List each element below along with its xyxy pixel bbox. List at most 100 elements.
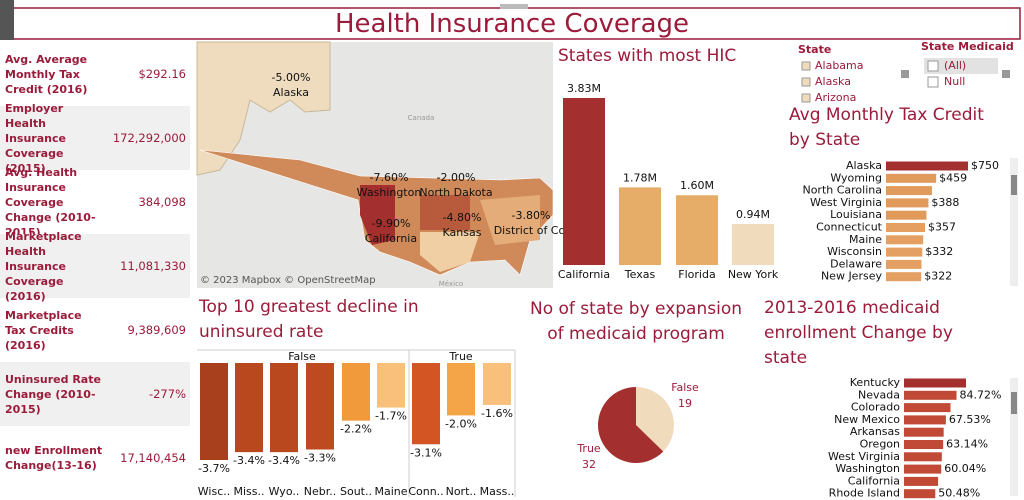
scroll-thumb[interactable] xyxy=(1011,175,1017,195)
bar xyxy=(886,161,968,171)
y-tick-label: Louisiana xyxy=(830,208,882,221)
scrollbar[interactable] xyxy=(1010,378,1018,496)
x-tick-label: New York xyxy=(728,268,779,281)
checkbox[interactable] xyxy=(927,76,939,88)
value-label: -3.1% xyxy=(410,446,442,459)
toolbar[interactable] xyxy=(0,0,14,40)
map-label: North Dakota xyxy=(419,186,492,199)
dashboard-title: Health Insurance Coverage xyxy=(334,9,690,39)
map-place: México xyxy=(439,280,463,288)
y-tick-label: Kentucky xyxy=(850,376,901,389)
slice-value: 19 xyxy=(678,397,692,410)
y-tick-label: Maine xyxy=(849,233,882,246)
kpi-row: Uninsured Rate Change (2010-2015) -277% xyxy=(0,362,190,426)
value-label: -2.2% xyxy=(340,423,372,436)
map-value: -5.00% xyxy=(272,71,311,84)
scroll-button[interactable] xyxy=(1002,70,1010,78)
scrollbar[interactable] xyxy=(1010,158,1018,286)
central-region xyxy=(420,195,470,230)
bar xyxy=(886,198,929,208)
alaska-shape xyxy=(196,41,331,176)
value-label: -1.6% xyxy=(481,407,513,420)
value-label: -3.4% xyxy=(233,454,265,467)
kpi-label: Employer Health Insurance Coverage (2015… xyxy=(5,101,66,175)
slice-label: False xyxy=(671,381,699,394)
kpi-label: Marketplace Tax Credits (2016) xyxy=(5,308,82,352)
filter-item: Arizona xyxy=(815,91,856,104)
bar xyxy=(563,98,605,265)
map-attribution: © 2023 Mapbox © OpenStreetMap xyxy=(200,275,376,286)
x-tick-label: Florida xyxy=(678,268,715,281)
kpi-row: Marketplace Health Insurance Coverage (2… xyxy=(0,230,190,303)
value-label: $322 xyxy=(924,270,952,283)
y-tick-label: Rhode Island xyxy=(829,487,900,500)
kpi-value: -277% xyxy=(148,387,186,401)
bar xyxy=(483,363,511,405)
kpi-value: 384,098 xyxy=(138,195,186,209)
bar xyxy=(904,403,951,413)
y-tick-label: New Mexico xyxy=(834,413,900,426)
value-label: -2.0% xyxy=(445,417,477,430)
scroll-thumb[interactable] xyxy=(1011,392,1017,414)
y-tick-label: North Carolina xyxy=(802,184,882,197)
chart-title: 2013-2016 medicaid enrollment Change by … xyxy=(764,298,953,368)
bar xyxy=(886,247,923,257)
value-label: 1.78M xyxy=(623,171,657,184)
value-label: 67.53% xyxy=(949,413,991,426)
scroll-button[interactable] xyxy=(901,70,909,78)
map-value: -4.80% xyxy=(443,211,482,224)
filter-item: Alabama xyxy=(815,59,864,72)
x-tick-label: Nort.. xyxy=(446,485,477,498)
y-tick-label: West Virginia xyxy=(810,196,882,209)
value-label: -3.4% xyxy=(268,454,300,467)
chart-title: States with most HIC xyxy=(558,46,737,66)
kpi-value: 17,140,454 xyxy=(120,451,186,465)
map-value: -9.90% xyxy=(372,217,411,230)
bar xyxy=(886,259,922,269)
map-value: -2.00% xyxy=(437,171,476,184)
kpi-row: Marketplace Tax Credits (2016) 9,389,609 xyxy=(0,298,190,362)
checkbox[interactable] xyxy=(927,60,939,72)
bar xyxy=(886,272,922,282)
y-tick-label: Oregon xyxy=(860,438,900,451)
x-tick-label: Miss.. xyxy=(233,485,264,498)
bar xyxy=(886,186,932,196)
pie-slice xyxy=(636,387,674,452)
pie-slice xyxy=(597,387,664,464)
value-label: 3.83M xyxy=(567,82,601,95)
value-label: -1.7% xyxy=(375,410,407,423)
bar xyxy=(270,363,298,453)
x-tick-label: Maine xyxy=(374,485,407,498)
bar xyxy=(732,224,774,265)
value-label: 84.72% xyxy=(960,388,1002,401)
value-label: -3.7% xyxy=(198,462,230,475)
y-tick-label: New Jersey xyxy=(821,270,883,283)
bar xyxy=(200,363,228,460)
x-tick-label: Texas xyxy=(624,268,656,281)
filter-item[interactable]: Null xyxy=(944,75,965,88)
bar xyxy=(886,173,937,183)
x-tick-label: Mass.. xyxy=(480,485,515,498)
drag-handle[interactable] xyxy=(500,4,528,9)
bar xyxy=(904,464,942,474)
filter-item[interactable]: (All) xyxy=(944,59,966,72)
panel-header: False xyxy=(288,350,316,363)
kpi-label: Avg. Average Monthly Tax Credit (2016) xyxy=(5,52,88,96)
bar xyxy=(235,363,263,453)
bar xyxy=(904,378,966,388)
x-tick-label: California xyxy=(558,268,610,281)
map xyxy=(196,41,554,288)
map-value: -7.60% xyxy=(370,171,409,184)
map-label: Alaska xyxy=(273,86,309,99)
value-label: $388 xyxy=(931,196,959,209)
value-label: 50.48% xyxy=(938,487,980,500)
west-region xyxy=(360,185,395,245)
bar xyxy=(904,390,957,400)
x-tick-label: Conn.. xyxy=(408,485,443,498)
chart-title: Top 10 greatest decline in uninsured rat… xyxy=(199,297,419,342)
filter-item: Alaska xyxy=(815,75,851,88)
bar xyxy=(619,187,661,265)
kpi-row: Avg. Average Monthly Tax Credit (2016) $2… xyxy=(0,42,190,106)
selected-item xyxy=(924,58,998,74)
